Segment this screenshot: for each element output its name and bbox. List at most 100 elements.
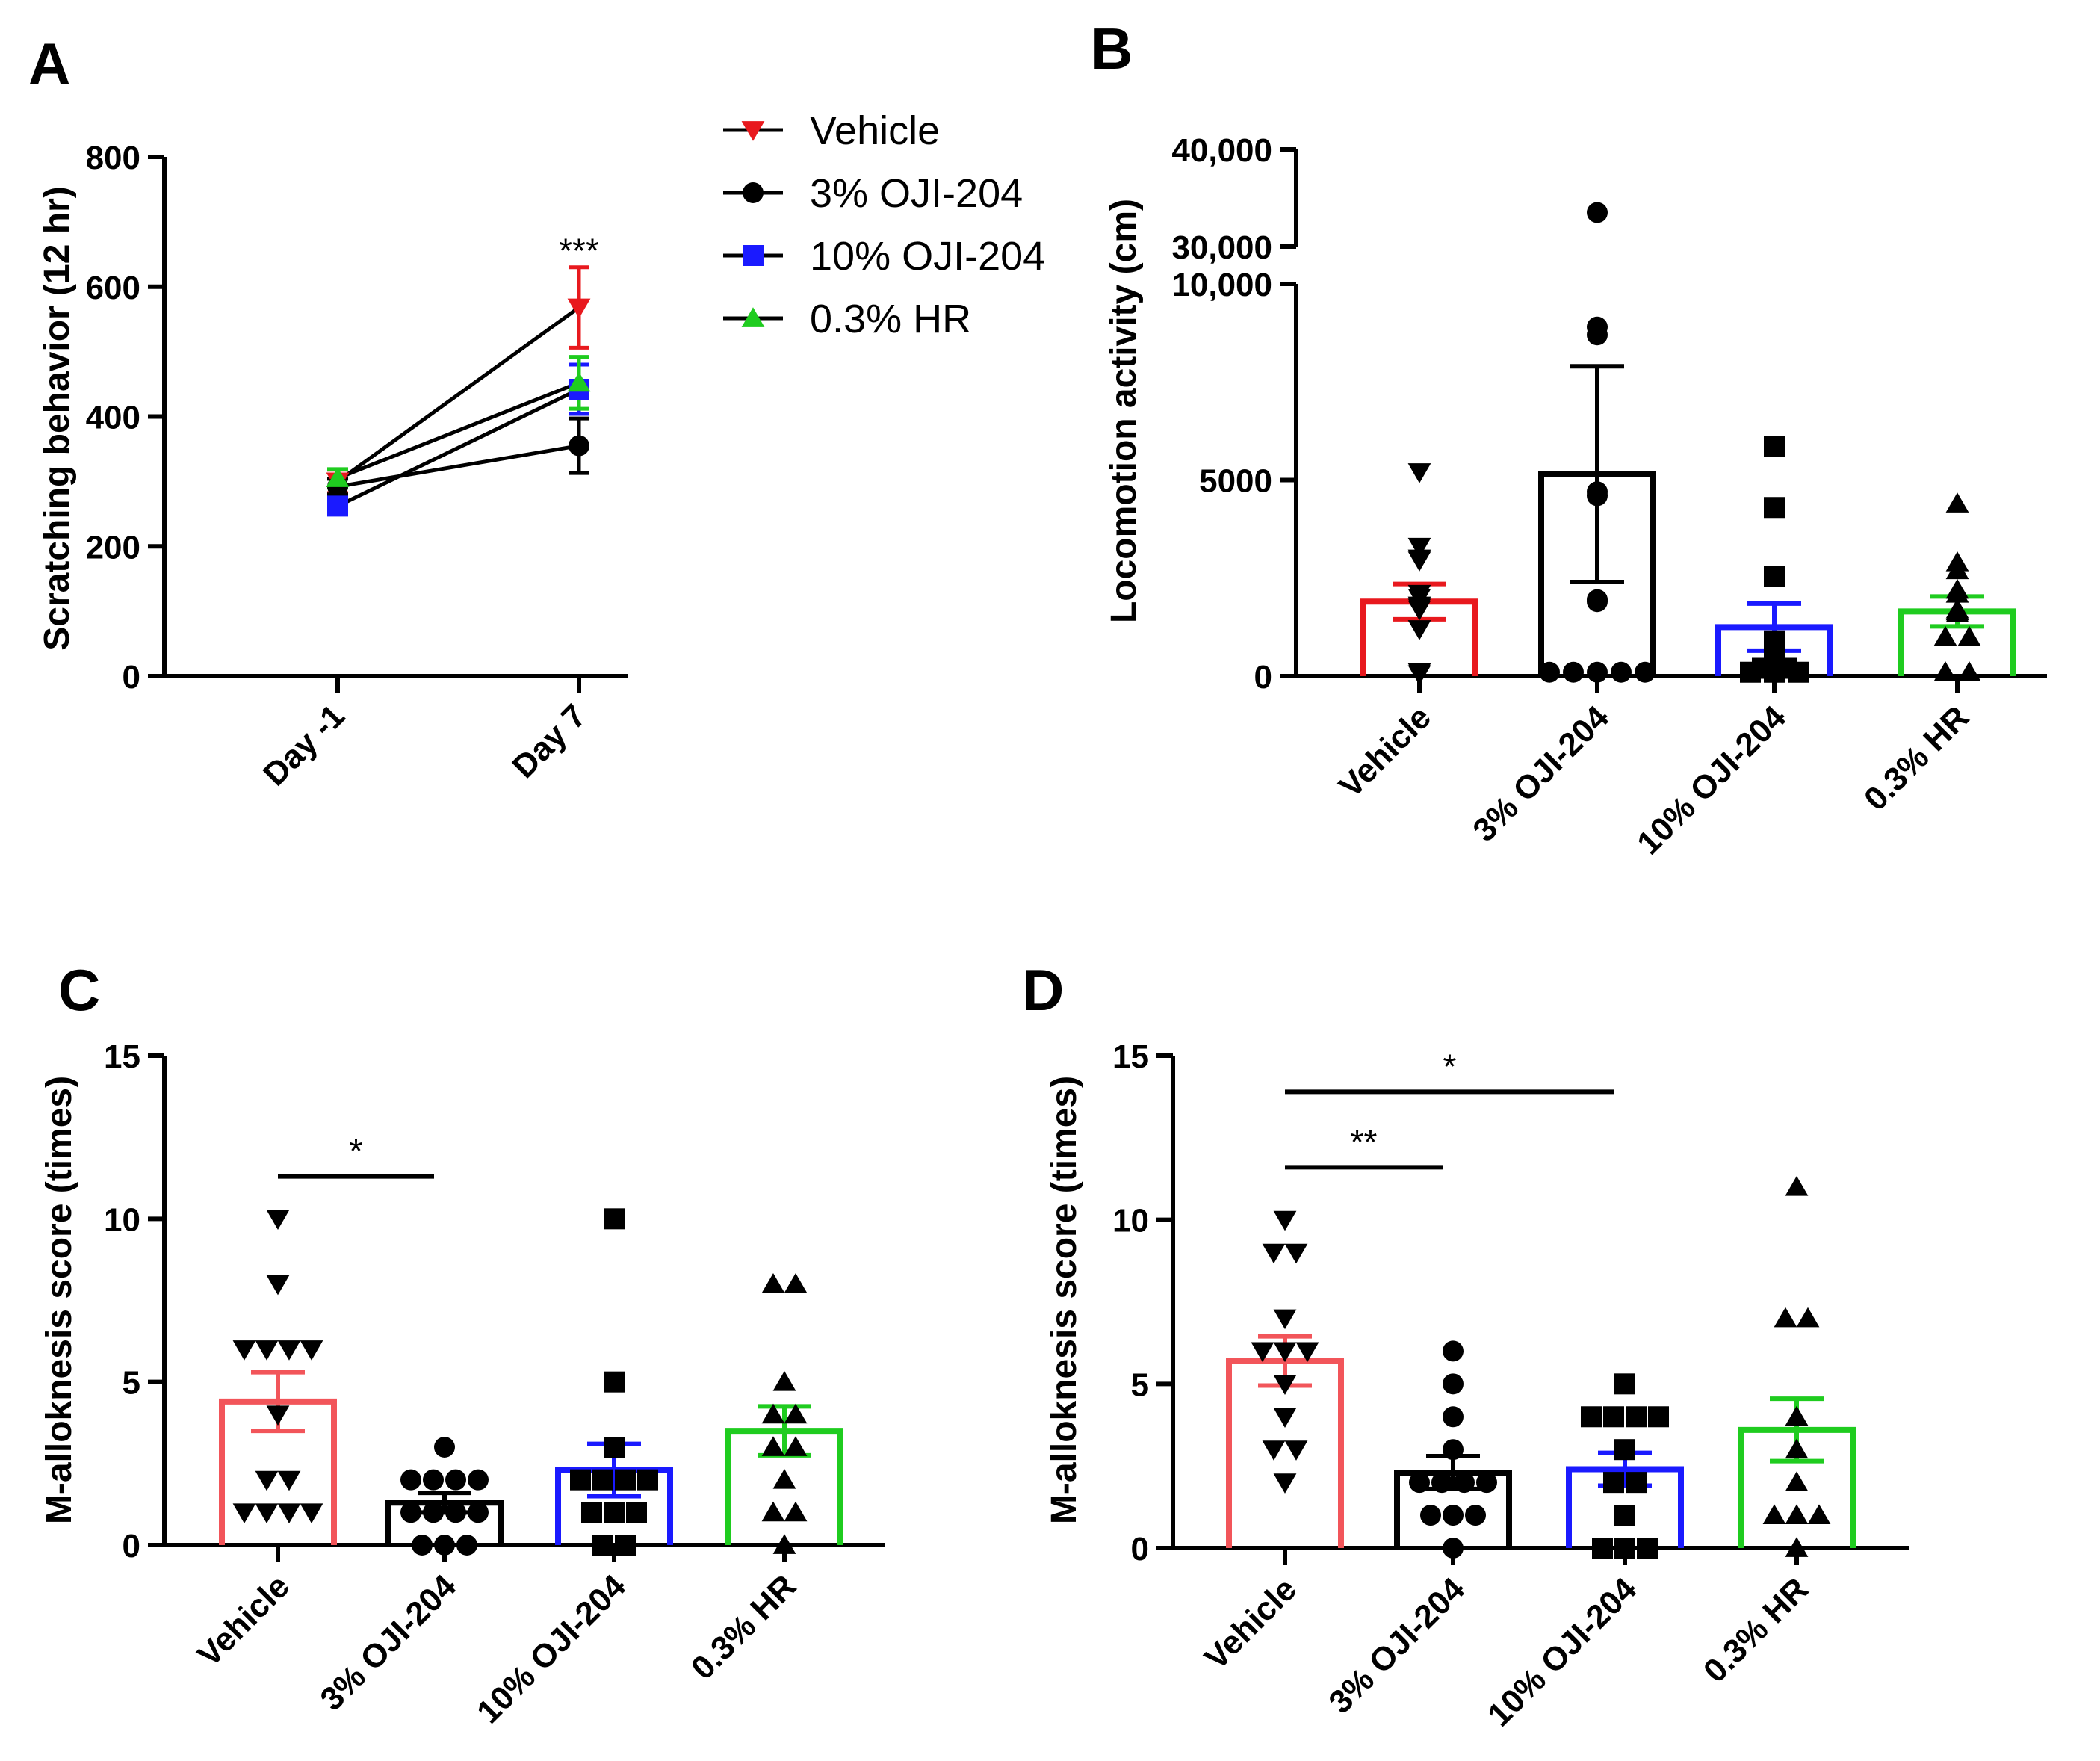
panel-c: C M-alloknesis score (times) 0 5 10 15 Vehic…: [40, 957, 885, 1730]
data-point-0-3pct-hr: [1957, 625, 1981, 646]
y-tick-label: 15: [104, 1039, 140, 1075]
data-point-vehicle: [1273, 1408, 1297, 1428]
data-point-0-3pct-hr: [1796, 1307, 1820, 1328]
data-point-0-3pct-hr: [761, 1501, 785, 1522]
data-point-10pct-oji-204: [604, 1371, 625, 1393]
panel-b: B Locomotion activity (cm) 0 5000 10,00030…: [1091, 16, 2047, 861]
data-point-10pct-oji-204: [1581, 1406, 1602, 1428]
data-point-10pct-oji-204: [570, 1469, 591, 1491]
data-point-10pct-oji-204: [1637, 1538, 1658, 1559]
data-point-vehicle: [266, 1210, 290, 1231]
x-tick-label: 3% OJI-204: [313, 1567, 463, 1718]
legend: Vehicle 3% OJI-204 10% OJI-204 0.3% HR: [723, 108, 1045, 341]
data-point-10pct-oji-204: [1764, 566, 1785, 587]
panel-letter-c: C: [58, 957, 100, 1023]
data-point-0-3pct-hr: [772, 1534, 796, 1554]
data-point-3pct-oji-204: [1431, 1472, 1452, 1494]
legend-marker-vehicle: [741, 121, 765, 141]
data-point-vehicle: [255, 1470, 279, 1491]
legend-label: 10% OJI-204: [810, 234, 1045, 279]
panel-a-y-axis-label: Scratching behavior (12 hr): [37, 186, 77, 651]
data-point-0-3pct-hr: [1807, 1504, 1831, 1524]
x-tick-label: Vehicle: [1198, 1570, 1304, 1677]
data-point-vehicle: [1273, 1309, 1297, 1330]
y-tick-label: 5: [1131, 1367, 1149, 1403]
data-point-3pct-oji-204: [1587, 202, 1608, 223]
panel-d-plot: 0 5 10 15 Vehicle 3% OJI-204 10% OJI-204 0.3% H…: [1112, 1039, 1909, 1733]
data-point-3pct-oji-204: [1611, 661, 1632, 683]
bar-vehicle: [219, 1370, 337, 1545]
data-point-10pct-oji-204: [1626, 1406, 1647, 1428]
data-point-vehicle: [1262, 1243, 1286, 1264]
y-tick-label: 30,000: [1171, 229, 1272, 266]
data-point-0-3pct-hr: [1785, 1176, 1809, 1196]
legend-item-3pct-oji-204: 3% OJI-204: [723, 171, 1023, 216]
data-point-3pct-oji-204: [1443, 1340, 1464, 1362]
data-point-vehicle: [1284, 1440, 1308, 1461]
x-tick-label: Vehicle: [1332, 699, 1438, 805]
x-tick-label: Day 7: [505, 697, 593, 785]
bar-3pct-oji-204: [385, 1491, 504, 1545]
data-point-10pct-oji-204: [1614, 1505, 1635, 1526]
y-tick-label: 600: [86, 270, 140, 306]
data-point-3pct-oji-204: [1476, 1472, 1497, 1494]
data-point-3pct-oji-204: [445, 1502, 466, 1523]
legend-item-10pct-oji-204: 10% OJI-204: [723, 234, 1045, 279]
x-tick-label: 10% OJI-204: [470, 1567, 633, 1730]
data-point-0-3pct-hr: [784, 1272, 808, 1293]
panel-d-y-axis-label: M-alloknesis score (times): [1044, 1076, 1084, 1524]
data-point-vehicle: [1273, 1375, 1297, 1396]
data-point-10pct-oji-204: [1614, 1373, 1635, 1395]
data-point-0-3pct-hr: [1785, 1537, 1809, 1557]
data-point-10pct-oji-204: [615, 1535, 636, 1556]
data-point-vehicle: [255, 1340, 279, 1361]
data-point-10pct-oji-204: [604, 1502, 625, 1523]
data-point-vehicle: [1407, 463, 1431, 483]
data-point-vehicle: [1273, 1473, 1297, 1494]
data-point-vehicle: [266, 1405, 290, 1426]
bar-10pct-oji-204: [1566, 1450, 1684, 1548]
panel-a-plot: 0 200 400 600 800 Day -1 Day 7 ***: [86, 140, 628, 793]
data-point-10pct-oji-204: [1740, 661, 1761, 683]
data-point-0-3pct-hr: [761, 1436, 785, 1456]
data-point-10pct-oji-204: [1788, 661, 1809, 683]
significance-label: **: [1351, 1122, 1378, 1161]
data-point-vehicle: [1407, 620, 1431, 640]
legend-item-vehicle: Vehicle: [723, 108, 940, 153]
bar-3pct-oji-204: [1538, 364, 1656, 676]
data-point-3pct-oji-204: [1420, 1505, 1441, 1526]
panel-letter-b: B: [1091, 16, 1133, 81]
data-point-10pct-oji-204: [1764, 436, 1785, 457]
x-tick-label: 0.3% HR: [1857, 699, 1976, 817]
panel-d: D M-alloknesis score (times) 0 5 10 15 Vehic…: [1022, 957, 1909, 1733]
data-point-0-3pct-hr: [1762, 1504, 1786, 1524]
data-point-0-3pct-hr: [761, 1272, 785, 1293]
data-point-0-3pct-hr: [1945, 492, 1969, 513]
data-point-vehicle: [1407, 600, 1431, 621]
data-point-3pct-oji-204: [1443, 1406, 1464, 1428]
bar-10pct-oji-204: [555, 1441, 673, 1545]
series-line-10pct-oji-204: [336, 387, 580, 508]
data-point-3pct-oji-204: [445, 1469, 466, 1491]
legend-label: 0.3% HR: [810, 297, 971, 341]
data-point-vehicle: [1407, 665, 1431, 686]
data-point-10pct-oji-204: [1648, 1406, 1669, 1428]
data-point-0-3pct-hr: [1945, 559, 1969, 580]
data-point-0-3pct-hr: [1945, 602, 1969, 622]
point-0-3pct-hr: [567, 371, 591, 392]
data-point-10pct-oji-204: [604, 1208, 625, 1230]
data-point-10pct-oji-204: [1626, 1472, 1647, 1494]
data-point-vehicle: [1273, 1210, 1297, 1231]
data-point-0-3pct-hr: [761, 1403, 785, 1424]
data-point-3pct-oji-204: [1539, 661, 1560, 683]
data-point-3pct-oji-204: [1454, 1472, 1475, 1494]
legend-label: 3% OJI-204: [810, 171, 1023, 216]
data-point-vehicle: [300, 1340, 323, 1361]
data-point-vehicle: [266, 1275, 290, 1296]
data-point-vehicle: [1407, 537, 1431, 558]
panel-letter-d: D: [1022, 957, 1064, 1023]
data-point-0-3pct-hr: [1785, 1405, 1809, 1426]
data-point-3pct-oji-204: [456, 1535, 477, 1556]
data-point-0-3pct-hr: [784, 1403, 808, 1424]
